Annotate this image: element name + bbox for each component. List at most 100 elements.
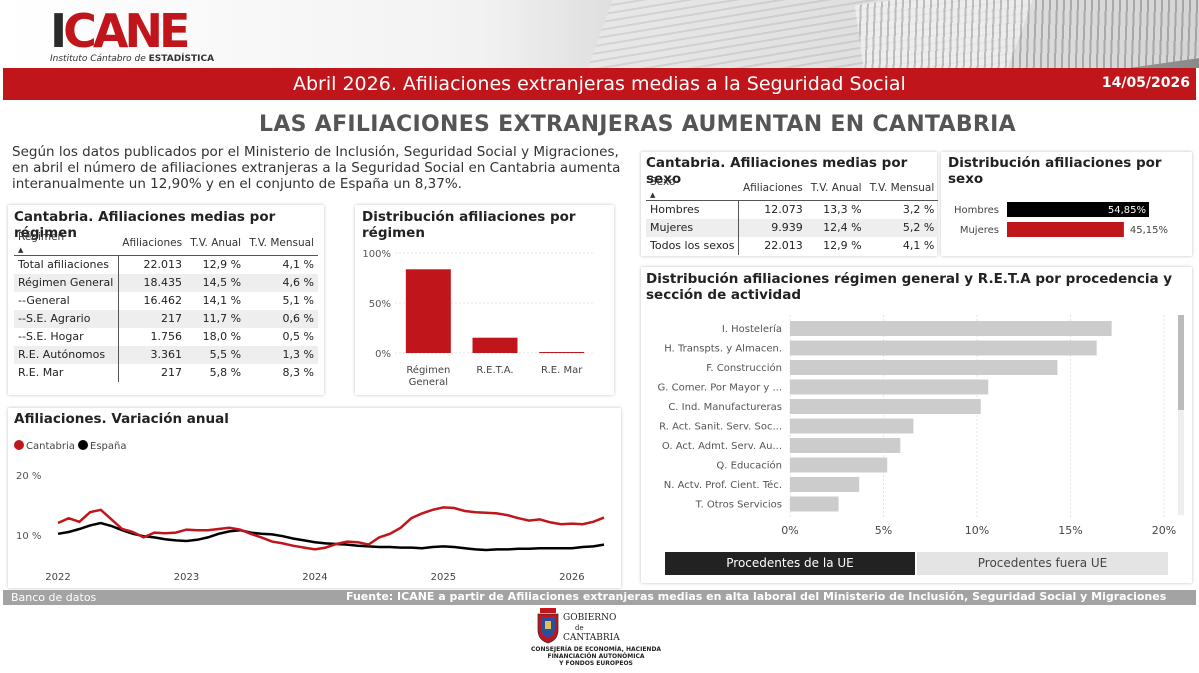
bar-2[interactable] [539, 352, 585, 353]
procedentes-fuera-ue-button[interactable]: Procedentes fuera UE [917, 552, 1168, 575]
bar-7[interactable] [790, 457, 888, 473]
col-header-tv-mensual[interactable]: T.V. Mensual [249, 237, 314, 249]
x-tick-label: 2022 [45, 572, 70, 583]
procedentes-ue-button[interactable]: Procedentes de la UE [665, 552, 915, 575]
dist-regimen-title: Distribución afiliaciones por régimen [362, 209, 576, 241]
bar-mujeres[interactable] [1007, 222, 1124, 237]
table-cell: 4,1 % [282, 258, 314, 272]
sexo-row[interactable]: Hombres 12.073 13,3 % 3,2 % [646, 200, 938, 219]
dist-sexo-title: Distribución afiliaciones por sexo [948, 155, 1162, 187]
sexo-row[interactable]: Mujeres 9.939 12,4 % 5,2 % [646, 218, 939, 237]
table-cell: 4,1 % [902, 239, 935, 252]
table-cell: 14,5 % [186, 273, 246, 292]
table-cell: 9.939 [738, 218, 807, 237]
actividad-scrollbar[interactable] [1178, 315, 1184, 515]
gobierno-text: GOBIERNO de CANTABRIA [563, 613, 620, 643]
actividad-title: Distribución afiliaciones régimen genera… [646, 271, 1173, 303]
logo-wordmark: ICANE [50, 4, 190, 58]
col-header-afiliaciones[interactable]: Afiliaciones [122, 237, 183, 249]
table-cell: 4,6 % [245, 273, 318, 292]
regimen-row[interactable]: --S.E. Agrario 217 11,7 % 0,6 % [14, 309, 318, 328]
bar-0[interactable] [790, 321, 1112, 336]
y-tick-label: 20 % [16, 471, 41, 482]
variacion-card: Afiliaciones. Variación anual Cantabria E… [8, 408, 621, 588]
table-cell: 0,5 % [282, 330, 314, 343]
bar-4[interactable] [790, 399, 981, 414]
title-bar: Abril 2026. Afiliaciones extranjeras med… [3, 68, 1196, 100]
col-header-sexo[interactable]: Sexo ▲ [650, 176, 676, 199]
col-header-tv-anual[interactable]: T.V. Anual [810, 182, 862, 194]
y-tick-label: 50% [369, 299, 391, 310]
col-header-tv-anual[interactable]: T.V. Anual [190, 237, 242, 249]
x-tick-label: Régimen [406, 364, 450, 376]
category-label: F. Construcción [706, 362, 782, 374]
table-cell: 0,6 % [245, 309, 318, 328]
table-cell: 5,2 % [865, 218, 939, 237]
coat-of-arms-icon [537, 608, 559, 644]
regimen-row[interactable]: Total afiliaciones 22.013 12,9 % 4,1 % [14, 255, 318, 274]
bar-2[interactable] [790, 360, 1058, 375]
bar-1[interactable] [472, 337, 518, 353]
regimen-row[interactable]: Régimen General 18.435 14,5 % 4,6 % [14, 273, 318, 292]
variacion-title: Afiliaciones. Variación anual [14, 411, 229, 427]
regimen-row[interactable]: --S.E. Hogar 1.756 18,0 % 0,5 % [14, 327, 318, 346]
dist-regimen-card: Distribución afiliaciones por régimen 10… [355, 205, 614, 395]
y-tick-label: 0% [375, 349, 391, 360]
table-cell: 12.073 [764, 203, 803, 217]
table-cell: 5,5 % [186, 345, 246, 364]
table-cell: 22.013 [143, 258, 183, 272]
regimen-row[interactable]: R.E. Mar 217 5,8 % 8,3 % [14, 363, 318, 382]
scrollbar-thumb[interactable] [1178, 315, 1184, 410]
table-cell: 217 [161, 366, 183, 379]
icane-logo[interactable]: ICANE Instituto Cántabro de ESTADÍSTICA [50, 4, 214, 64]
x-tick-label: 0% [781, 524, 798, 537]
table-cell: 1,3 % [245, 345, 318, 364]
bar-9[interactable] [790, 496, 839, 512]
series-line-españa[interactable] [57, 521, 605, 552]
category-label: N. Actv. Prof. Cient. Téc. [664, 479, 782, 491]
bar-hombres[interactable] [1007, 202, 1149, 217]
category-label: C. Ind. Manufactureras [668, 402, 782, 413]
banco-datos-link[interactable]: Banco de datos [11, 591, 97, 604]
legend-marker [14, 440, 24, 450]
dist-sexo-card: Distribución afiliaciones por sexo Hombr… [941, 152, 1192, 256]
consejeria-text: CONSEJERÍA DE ECONOMÍA, HACIENDA FINANCI… [530, 646, 662, 667]
report-title: Abril 2026. Afiliaciones extranjeras med… [293, 73, 906, 95]
category-label: H. Transpts. y Almacen. [664, 344, 782, 355]
col-header-regimen[interactable]: Régimen ▲ [18, 231, 65, 254]
bar-6[interactable] [790, 438, 901, 453]
bar-0[interactable] [405, 269, 451, 353]
table-cell: --S.E. Agrario [14, 309, 119, 328]
data-label: 45,15% [1130, 225, 1168, 236]
table-cell: 11,7 % [186, 309, 246, 328]
category-label: T. Otros Servicios [695, 500, 782, 511]
category-label: Mujeres [960, 225, 999, 236]
table-cell: R.E. Autónomos [14, 345, 119, 364]
bar-1[interactable] [790, 340, 1097, 356]
table-cell: 12,9 % [202, 258, 242, 272]
x-tick-label: 2024 [302, 572, 327, 583]
actividad-chart: 0% 5% 10% 15% 20% I. Hostelería H. Transpts. y… [658, 315, 1176, 537]
category-label: Q. Educación [716, 460, 782, 472]
col-header-tv-mensual[interactable]: T.V. Mensual [869, 182, 935, 194]
regimen-table: Régimen ▲ Afiliaciones T.V. Anual T.V. Me… [14, 231, 318, 382]
table-cell: --General [14, 291, 119, 310]
table-cell: R.E. Mar [14, 363, 119, 382]
table-cell: 16.462 [143, 294, 183, 307]
table-cell: 14,1 % [202, 294, 242, 307]
regimen-row[interactable]: --General 16.462 14,1 % 5,1 % [14, 291, 318, 310]
bar-5[interactable] [790, 418, 914, 434]
regimen-row[interactable]: R.E. Autónomos 3.361 5,5 % 1,3 % [14, 345, 318, 364]
category-label: Hombres [954, 205, 999, 216]
bar-3[interactable] [790, 379, 989, 395]
table-cell: 12,4 % [806, 218, 866, 237]
table-cell: 8,3 % [282, 366, 314, 379]
col-header-afiliaciones[interactable]: Afiliaciones [742, 182, 803, 194]
bar-8[interactable] [790, 477, 860, 492]
source-text: Fuente: ICANE a partir de Afiliaciones e… [346, 590, 1167, 603]
series-line-cantabria[interactable] [57, 506, 605, 551]
x-tick-label: 5% [875, 524, 892, 537]
table-cell: 22.013 [764, 239, 803, 252]
regimen-table-title: Cantabria. Afiliaciones medias por régim… [14, 209, 276, 241]
sexo-row[interactable]: Todos los sexos 22.013 12,9 % 4,1 % [646, 236, 938, 255]
